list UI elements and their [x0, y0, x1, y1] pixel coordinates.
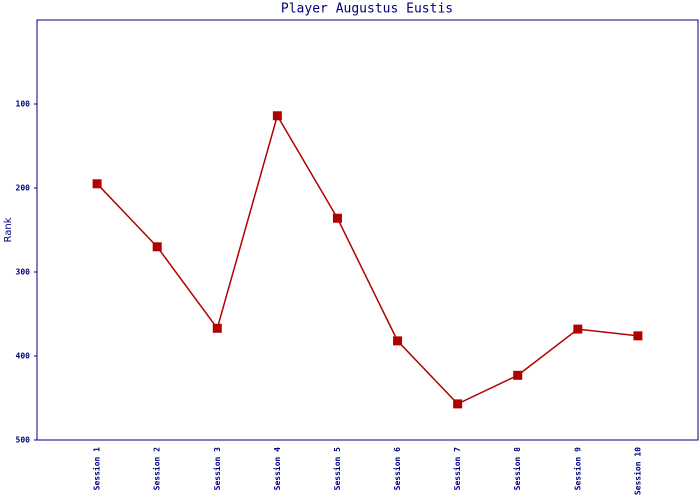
point [633, 331, 643, 341]
y-tick-label: 300 [16, 268, 31, 277]
point [212, 323, 222, 333]
x-tick-label: Session 5 [332, 447, 342, 491]
x-tick-label: Session 2 [152, 447, 162, 491]
x-tick-label: Session 7 [452, 447, 462, 491]
y-tick-label: 200 [16, 184, 31, 193]
point [573, 324, 583, 334]
y-axis-label: Rank [3, 217, 14, 242]
x-tick-label: Session 9 [572, 447, 582, 491]
point [332, 213, 342, 223]
point [152, 242, 162, 252]
point [272, 111, 282, 121]
x-tick-label: Session 3 [212, 447, 222, 491]
x-tick-label: Session 4 [272, 447, 282, 491]
plot-frame [36, 19, 699, 441]
y-tick-label: 100 [16, 100, 31, 109]
x-tick-label: Session 6 [392, 447, 402, 491]
point [513, 370, 523, 380]
point [453, 399, 463, 409]
y-tick-label: 400 [16, 352, 31, 361]
point [393, 336, 403, 346]
x-tick-label: Session 10 [632, 447, 642, 495]
y-tick-label: 500 [16, 436, 31, 445]
line [96, 113, 638, 405]
chart-title: Player Augustus Eustis [281, 2, 453, 17]
x-tick-label: Session 8 [512, 447, 522, 491]
x-tick-label: Session 1 [92, 447, 102, 491]
point [92, 179, 102, 189]
